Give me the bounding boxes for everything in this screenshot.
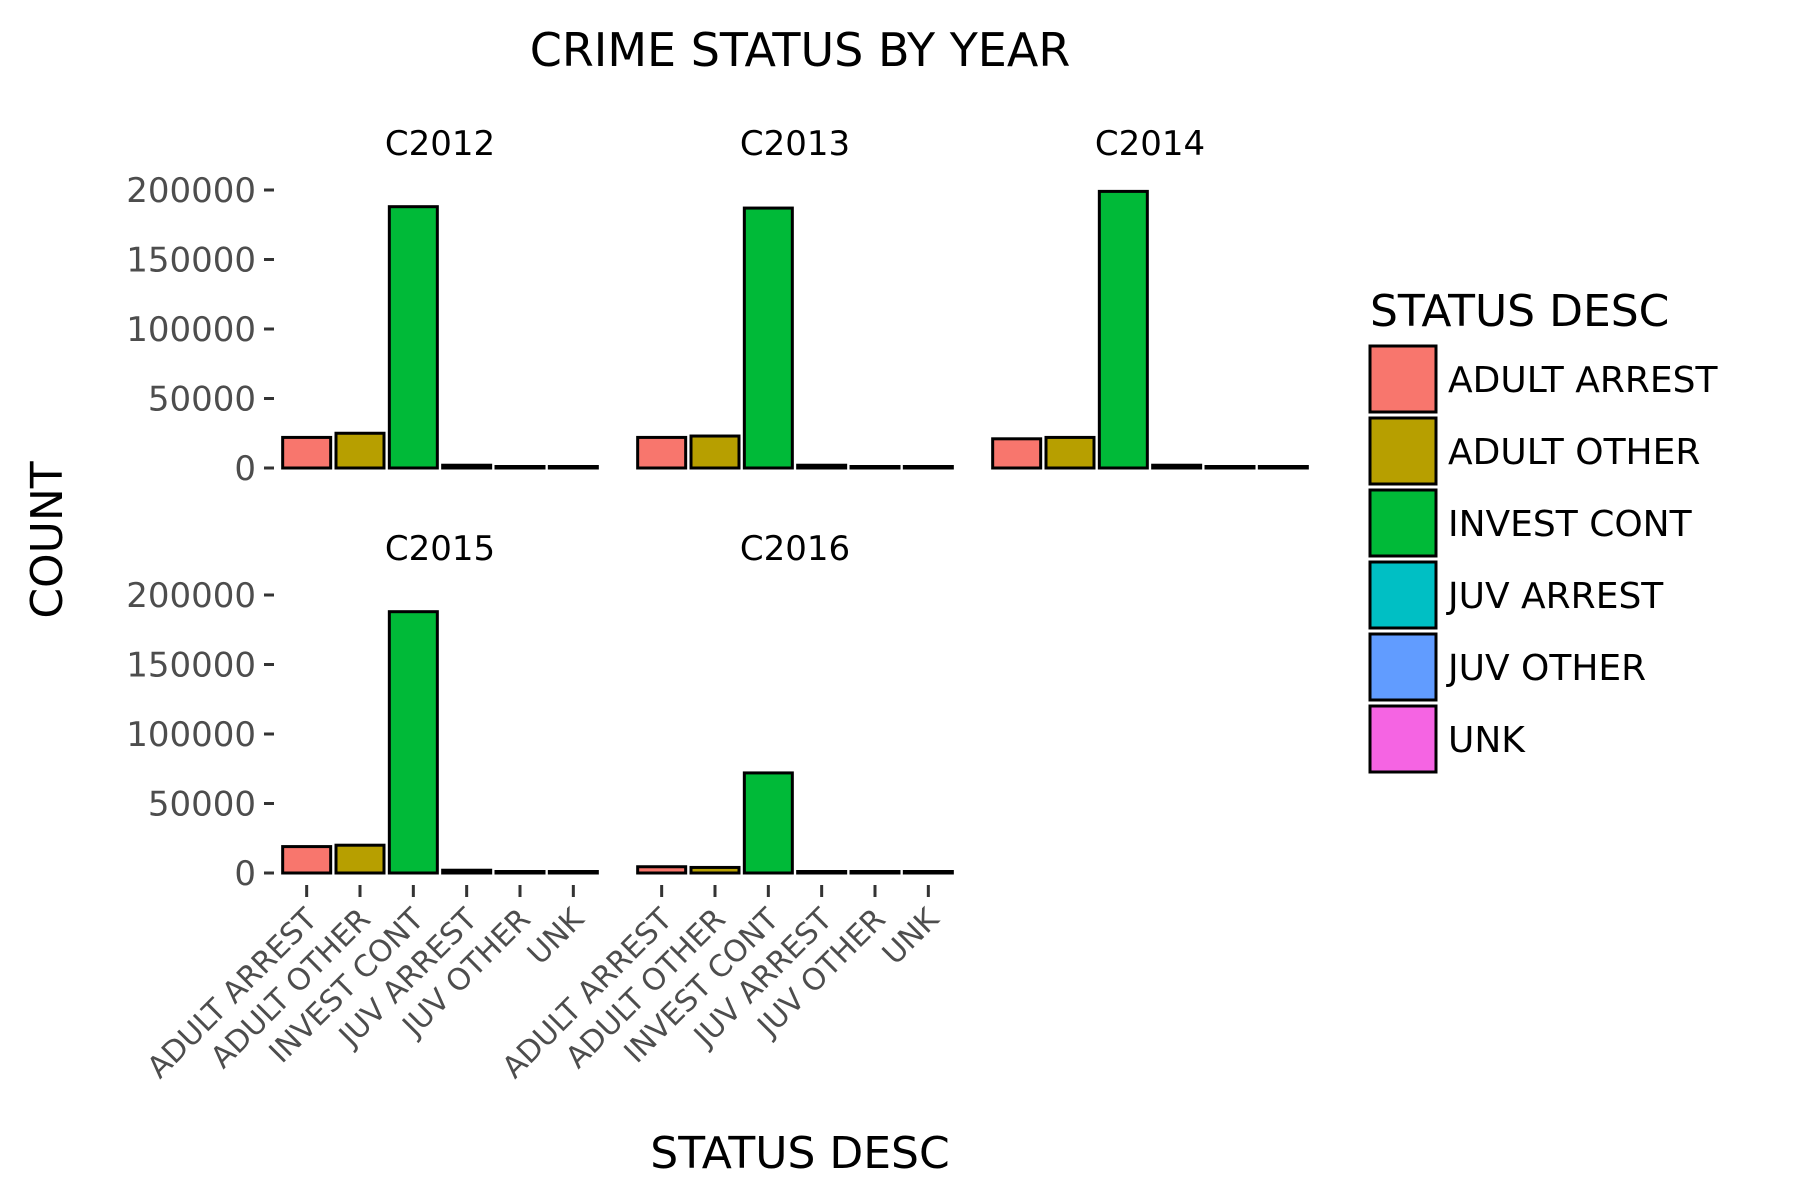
bar-invest-cont [387, 610, 439, 875]
bar-adult-other [689, 434, 741, 470]
bar-adult-arrest [991, 437, 1043, 470]
legend-key-unk [1368, 704, 1438, 774]
chart-title: CRIME STATUS BY YEAR [530, 23, 1071, 77]
bar-juv-arrest [441, 463, 493, 470]
bar-juv-arrest [1151, 463, 1203, 470]
facet-strip-label: C2014 [1095, 124, 1205, 164]
facet-strip-label: C2013 [740, 124, 850, 164]
legend: STATUS DESC ADULT ARREST ADULT OTHER INVES… [1368, 286, 1718, 774]
y-tick-label: 0 [234, 854, 256, 894]
y-tick-label: 100000 [126, 715, 256, 755]
bar-adult-arrest [281, 845, 333, 875]
facet-strip-label: C2015 [385, 529, 495, 569]
bar-adult-other [689, 865, 741, 875]
legend-key-juv-arrest [1368, 560, 1438, 630]
x-axis-title: STATUS DESC [650, 1128, 949, 1179]
bar-adult-other [1044, 435, 1096, 470]
facet-panels: C2012 200000 150000 100000 50000 0 C2013 C2014 C… [126, 124, 1309, 1085]
legend-label: JUV ARREST [1446, 576, 1664, 617]
facet-C2013: C2013 [636, 124, 954, 470]
facet-strip-label: C2012 [385, 124, 495, 164]
legend-label: ADULT OTHER [1448, 432, 1700, 473]
y-tick-label: 150000 [126, 646, 256, 686]
bar-adult-arrest [636, 435, 688, 470]
bar-invest-cont [742, 206, 794, 470]
y-tick-label: 50000 [148, 785, 256, 825]
bar-juv-arrest [796, 870, 848, 875]
y-tick-label: 0 [234, 449, 256, 489]
legend-key-invest-cont [1368, 488, 1438, 558]
bar-unk [547, 870, 599, 875]
facet-strip-label: C2016 [740, 529, 850, 569]
legend-title: STATUS DESC [1370, 286, 1669, 337]
y-tick-label: 100000 [126, 310, 256, 350]
bar-invest-cont [742, 771, 794, 875]
bar-juv-other [849, 870, 901, 875]
y-axis-title: COUNT [22, 461, 73, 618]
bar-unk [902, 465, 954, 470]
legend-label: INVEST CONT [1448, 504, 1693, 545]
legend-label: ADULT ARREST [1448, 360, 1718, 401]
bar-unk [1257, 465, 1309, 470]
bar-adult-other [334, 843, 386, 875]
legend-label: JUV OTHER [1446, 648, 1646, 689]
bar-invest-cont [1097, 189, 1149, 470]
bar-adult-other [334, 431, 386, 470]
y-tick-label: 50000 [148, 380, 256, 420]
bar-juv-other [849, 465, 901, 470]
bar-adult-arrest [281, 435, 333, 470]
bar-juv-arrest [441, 868, 493, 875]
bar-invest-cont [387, 205, 439, 470]
bar-juv-other [494, 870, 546, 875]
facet-C2014: C2014 [991, 124, 1309, 470]
bar-juv-other [1204, 465, 1256, 470]
bar-juv-other [494, 465, 546, 470]
legend-key-juv-other [1368, 632, 1438, 702]
legend-label: UNK [1448, 720, 1526, 761]
y-tick-label: 200000 [126, 576, 256, 616]
y-tick-label: 200000 [126, 171, 256, 211]
bar-unk [902, 870, 954, 875]
bar-juv-arrest [796, 463, 848, 470]
bar-unk [547, 465, 599, 470]
legend-key-adult-arrest [1368, 344, 1438, 414]
x-tick-label: UNK [521, 901, 592, 972]
y-tick-label: 150000 [126, 241, 256, 281]
bar-adult-arrest [636, 865, 688, 875]
x-tick-label: UNK [876, 901, 947, 972]
legend-key-adult-other [1368, 416, 1438, 486]
facet-C2012: C2012 200000 150000 100000 50000 0 [126, 124, 599, 489]
